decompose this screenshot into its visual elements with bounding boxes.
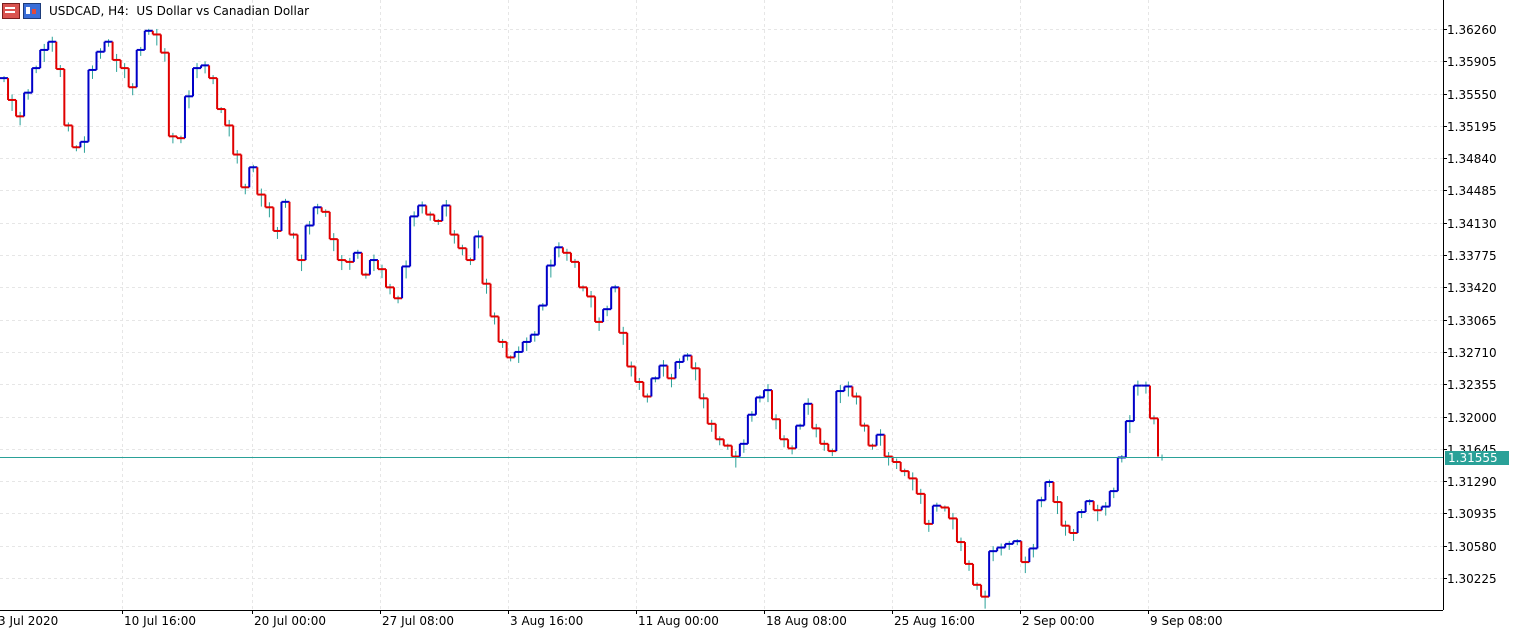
time-tick-label: 27 Jul 08:00 — [382, 614, 454, 628]
price-tick-label: 1.33065 — [1447, 313, 1497, 328]
price-tick-label: 1.31290 — [1447, 474, 1497, 489]
time-tick-label: 9 Sep 08:00 — [1150, 614, 1223, 628]
time-tick-label: 18 Aug 08:00 — [766, 614, 847, 628]
price-tick-label: 1.36260 — [1447, 22, 1497, 37]
time-tick-label: 3 Jul 2020 — [0, 614, 59, 628]
price-tick-label: 1.35550 — [1447, 87, 1497, 102]
time-tick-label: 10 Jul 16:00 — [124, 614, 196, 628]
current-price-tag: 1.31555 — [1445, 450, 1509, 465]
price-tick-label: 1.30935 — [1447, 506, 1497, 521]
time-axis[interactable]: 3 Jul 2020 10 Jul 16:00 20 Jul 00:00 27 Jul… — [0, 610, 1443, 635]
price-tick-label: 1.34485 — [1447, 183, 1497, 198]
time-tick-label: 11 Aug 00:00 — [638, 614, 719, 628]
price-tick-label: 1.32355 — [1447, 377, 1497, 392]
price-tick-label: 1.30580 — [1447, 539, 1497, 554]
price-tick-label: 1.34840 — [1447, 151, 1497, 166]
chart-bars-icon[interactable] — [23, 3, 41, 19]
price-tick-label: 1.32000 — [1447, 410, 1497, 425]
time-tick-label: 25 Aug 16:00 — [894, 614, 975, 628]
price-tick-label: 1.32710 — [1447, 345, 1497, 360]
price-tick-label: 1.34130 — [1447, 216, 1497, 231]
price-axis[interactable]: 1.36260 1.35905 1.35550 1.35195 1.34840 1.344… — [1443, 0, 1513, 610]
price-tick-label: 1.35905 — [1447, 54, 1497, 69]
chart-header: USDCAD, H4: US Dollar vs Canadian Dollar — [0, 2, 309, 20]
window-grid-icon[interactable] — [2, 3, 20, 19]
time-tick-label: 20 Jul 00:00 — [254, 614, 326, 628]
price-tick-label: 1.30225 — [1447, 571, 1497, 586]
price-tick-label: 1.35195 — [1447, 119, 1497, 134]
chart-title: USDCAD, H4: US Dollar vs Canadian Dollar — [49, 4, 310, 18]
time-tick-label: 3 Aug 16:00 — [510, 614, 584, 628]
price-tick-label: 1.33420 — [1447, 280, 1497, 295]
time-tick-label: 2 Sep 00:00 — [1022, 614, 1095, 628]
price-tick-label: 1.33775 — [1447, 248, 1497, 263]
